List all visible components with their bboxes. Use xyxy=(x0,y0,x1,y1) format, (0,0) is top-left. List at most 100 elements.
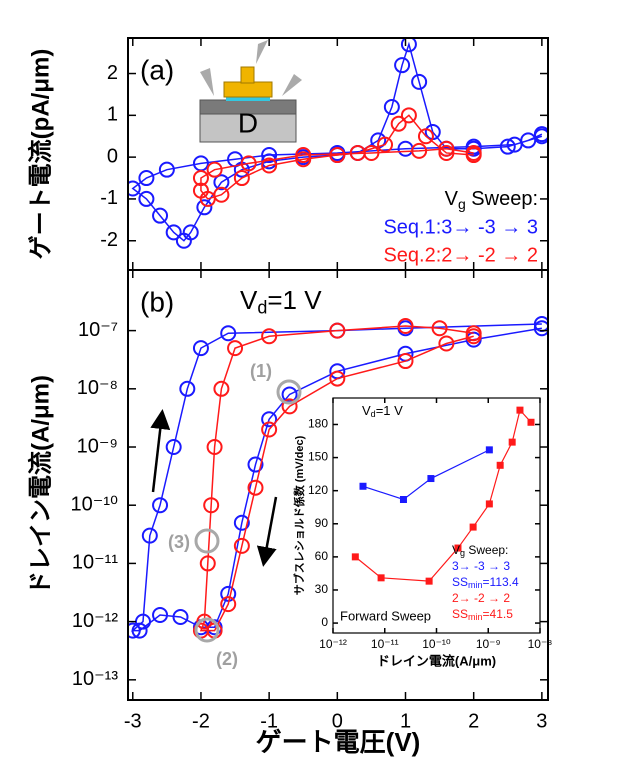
x-tick-label: 10⁻¹¹ xyxy=(371,637,399,651)
point xyxy=(165,224,182,241)
point xyxy=(411,73,428,90)
inset-background xyxy=(333,398,540,633)
y-tick-label: 60 xyxy=(315,549,329,563)
y-tick-label: 120 xyxy=(308,483,328,497)
point xyxy=(454,544,462,552)
point xyxy=(533,320,548,337)
y-tick-label: 10⁻⁹ xyxy=(77,435,118,457)
inset-summary: SSmin=113.4 xyxy=(452,575,519,590)
point xyxy=(417,128,434,145)
point xyxy=(128,622,141,639)
point xyxy=(438,335,455,352)
point xyxy=(465,144,482,161)
point xyxy=(394,57,411,74)
point xyxy=(192,170,209,187)
x-tick-label: 0 xyxy=(332,710,343,732)
point xyxy=(508,438,516,446)
plot-area xyxy=(128,38,548,249)
series-line xyxy=(130,323,542,632)
condition-label-rest: =1 V xyxy=(267,285,322,315)
x-tick-label: 3 xyxy=(536,710,547,732)
x-tick-label: 2 xyxy=(468,710,479,732)
inset-condition-rest: =1 V xyxy=(376,403,403,418)
condition-label-sub: d xyxy=(257,297,267,317)
point xyxy=(465,138,482,155)
point xyxy=(533,128,548,145)
point xyxy=(152,497,169,514)
x-axis-label: ドレイン電流(A/μm) xyxy=(377,653,496,668)
plot-frame xyxy=(332,397,541,634)
arrows xyxy=(150,409,278,567)
annotation-circle xyxy=(276,379,302,405)
y-tick-label: 10⁻¹³ xyxy=(72,668,118,690)
point xyxy=(196,613,213,630)
y-tick-label: -1 xyxy=(100,187,118,209)
point xyxy=(383,98,400,115)
point xyxy=(295,147,312,164)
point xyxy=(233,537,250,554)
point xyxy=(199,555,216,572)
y-tick-label: 30 xyxy=(315,582,329,596)
legend-title-rest: Sweep: xyxy=(466,188,538,210)
y-tick-label: 1 xyxy=(107,104,118,126)
point xyxy=(516,406,524,414)
point xyxy=(192,182,209,199)
point xyxy=(427,475,435,483)
inset-legend-title-main: V xyxy=(452,543,460,557)
point xyxy=(527,418,535,426)
point xyxy=(438,140,455,157)
y-tick-label: -2 xyxy=(100,229,118,251)
point xyxy=(329,370,346,387)
point xyxy=(397,353,414,370)
point xyxy=(192,340,209,357)
inset-annotation: Forward Sweep xyxy=(340,608,431,623)
y-tick-label: 10⁻¹¹ xyxy=(72,552,118,574)
point xyxy=(431,320,448,337)
point xyxy=(359,482,367,490)
point xyxy=(138,190,155,207)
annotation: (3) xyxy=(168,532,190,552)
legend-title-main: V xyxy=(445,188,459,210)
point xyxy=(141,527,158,544)
annotation-circle xyxy=(194,617,220,643)
series-line xyxy=(199,325,474,632)
inset-summary-rest: =113.4 xyxy=(483,575,519,589)
plot-area xyxy=(351,406,535,585)
point xyxy=(351,553,359,561)
point xyxy=(138,170,155,187)
point xyxy=(390,115,407,132)
point xyxy=(233,170,250,187)
inset-summary-main: SS xyxy=(452,607,468,621)
point xyxy=(175,232,192,249)
point xyxy=(227,340,244,357)
annotation-circle xyxy=(194,528,220,554)
condition-label-main: V xyxy=(240,285,258,315)
point xyxy=(165,439,182,456)
y-axis-label: ドレイン電流(A/μm) xyxy=(27,375,54,595)
point xyxy=(438,144,455,161)
inset-condition-main: V xyxy=(362,403,371,418)
point xyxy=(281,398,298,415)
point xyxy=(377,574,385,582)
point xyxy=(220,325,237,342)
point xyxy=(397,318,414,335)
point xyxy=(206,439,223,456)
point xyxy=(329,147,346,164)
point xyxy=(400,38,417,53)
y-tick-label: 10⁻⁸ xyxy=(77,377,118,399)
panel-label: (b) xyxy=(140,286,174,317)
point xyxy=(261,421,278,438)
point xyxy=(400,107,417,124)
condition-label: Vd=1 V xyxy=(240,285,322,317)
point xyxy=(220,596,237,613)
x-tick-label: -1 xyxy=(260,710,278,732)
point xyxy=(247,456,264,473)
point xyxy=(131,622,148,639)
legend-title: Vg Sweep: xyxy=(445,188,538,211)
point xyxy=(261,157,278,174)
inset-condition: Vd=1 V xyxy=(362,403,403,419)
y-tick-label: 10⁻⁷ xyxy=(78,319,118,341)
point xyxy=(261,147,278,164)
inset-summary-rest: =41.5 xyxy=(483,607,514,621)
x-tick-label: 1 xyxy=(400,710,411,732)
